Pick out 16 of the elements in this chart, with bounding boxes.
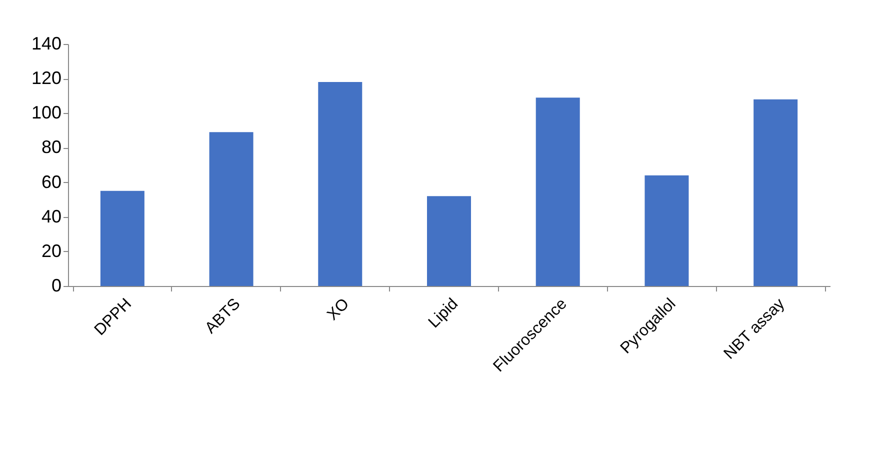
- bar: [754, 99, 798, 286]
- bar: [100, 190, 144, 286]
- bar: [318, 82, 362, 286]
- y-tick-label: 0: [51, 276, 62, 296]
- y-tick-label: 20: [41, 240, 62, 261]
- bar: [209, 132, 254, 286]
- bar: [427, 196, 471, 286]
- bar: [644, 175, 689, 286]
- y-tick-label: 40: [41, 206, 62, 226]
- y-tick-label: 120: [31, 68, 62, 88]
- y-tick-label: 80: [41, 137, 62, 158]
- x-tick-label: XO: [324, 296, 353, 324]
- y-tick-label: 140: [31, 34, 62, 54]
- y-tick-label: 60: [41, 172, 62, 192]
- bar: [536, 98, 580, 286]
- y-tick-label: 100: [31, 102, 62, 123]
